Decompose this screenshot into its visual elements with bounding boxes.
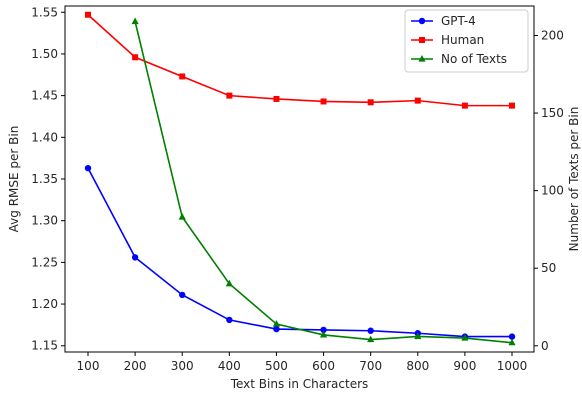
- legend-label: No of Texts: [441, 52, 507, 66]
- y-axis-left: 1.15 1.20 1.25 1.30 1.35 1.40 1.45 1.50 1.55: [31, 5, 65, 353]
- data-point-human: [132, 54, 139, 61]
- x-tick-label: 200: [124, 359, 147, 373]
- data-point-human: [509, 102, 515, 109]
- x-tick-label: 600: [312, 359, 335, 373]
- y-tick-label: 1.40: [31, 130, 58, 144]
- data-point-no-of-texts: [272, 320, 281, 327]
- data-point-human: [273, 95, 280, 102]
- data-point-no-of-texts: [461, 334, 469, 341]
- data-point-gpt-4: [320, 326, 327, 334]
- y-axis-label-left: Avg RMSE per Bin: [7, 126, 21, 233]
- data-point-human: [85, 11, 91, 18]
- data-point-gpt-4: [226, 316, 233, 324]
- data-point-human: [367, 99, 374, 106]
- x-tick-label: 300: [171, 359, 194, 373]
- series-layer: [84, 11, 516, 346]
- legend: GPT-4 Human No of Texts: [404, 9, 529, 73]
- y2-tick-label: 0: [541, 339, 549, 353]
- x-tick-label: 1000: [497, 359, 528, 373]
- y-tick-label: 1.45: [31, 89, 58, 103]
- x-axis: 100 200 300 400 500 600 700 800 900 1000: [77, 352, 528, 373]
- legend-box: [404, 9, 529, 73]
- legend-marker: [418, 55, 426, 62]
- series-no-of-texts: [131, 17, 516, 346]
- data-point-no-of-texts: [367, 335, 375, 343]
- y2-tick-label: 100: [541, 184, 564, 198]
- y-tick-label: 1.50: [31, 47, 58, 61]
- data-point-no-of-texts: [319, 330, 328, 338]
- data-point-human: [461, 102, 468, 109]
- data-point-gpt-4: [367, 327, 374, 334]
- y2-tick-label: 200: [541, 28, 564, 42]
- x-tick-label: 700: [359, 359, 382, 373]
- y-tick-label: 1.55: [31, 5, 58, 19]
- data-point-human: [320, 98, 327, 105]
- data-point-gpt-4: [131, 254, 139, 261]
- x-tick-label: 100: [77, 359, 100, 373]
- series-line-human: [87, 14, 512, 107]
- x-tick-label: 400: [218, 359, 241, 373]
- data-point-human: [179, 73, 186, 80]
- y2-tick-label: 150: [541, 106, 564, 120]
- series-line-gpt-4: [87, 167, 512, 338]
- x-tick-label: 900: [453, 359, 476, 373]
- data-point-human: [414, 97, 421, 104]
- y2-tick-label: 50: [541, 261, 556, 275]
- y-tick-label: 1.30: [31, 214, 58, 228]
- data-point-no-of-texts: [225, 279, 233, 287]
- x-axis-label: Text Bins in Characters: [230, 377, 369, 391]
- legend-item-no-of-texts: No of Texts: [411, 52, 507, 66]
- y-axis-right: 0 50 100 150 200: [534, 28, 564, 353]
- data-point-gpt-4: [508, 333, 516, 340]
- y-tick-label: 1.15: [31, 339, 58, 353]
- legend-label: GPT-4: [441, 14, 476, 28]
- legend-item-gpt-4: GPT-4: [411, 14, 476, 28]
- y-tick-label: 1.35: [31, 172, 58, 186]
- y-axis-label-right: Number of Texts per Bin: [567, 107, 581, 252]
- y-tick-label: 1.20: [31, 297, 58, 311]
- legend-marker: [418, 17, 426, 25]
- data-point-no-of-texts: [131, 17, 139, 25]
- x-tick-label: 500: [265, 359, 288, 373]
- legend-item-human: Human: [411, 33, 484, 47]
- x-tick-label: 800: [406, 359, 429, 373]
- data-point-no-of-texts: [178, 213, 186, 220]
- data-point-no-of-texts: [414, 332, 422, 340]
- legend-marker: [419, 37, 425, 43]
- data-point-gpt-4: [179, 291, 186, 299]
- legend-label: Human: [441, 33, 484, 47]
- data-point-gpt-4: [84, 164, 92, 172]
- data-point-no-of-texts: [508, 338, 516, 346]
- data-point-human: [226, 92, 233, 99]
- series-human: [85, 11, 515, 109]
- data-point-gpt-4: [273, 325, 280, 333]
- series-gpt-4: [84, 164, 516, 340]
- y-tick-label: 1.25: [31, 255, 58, 269]
